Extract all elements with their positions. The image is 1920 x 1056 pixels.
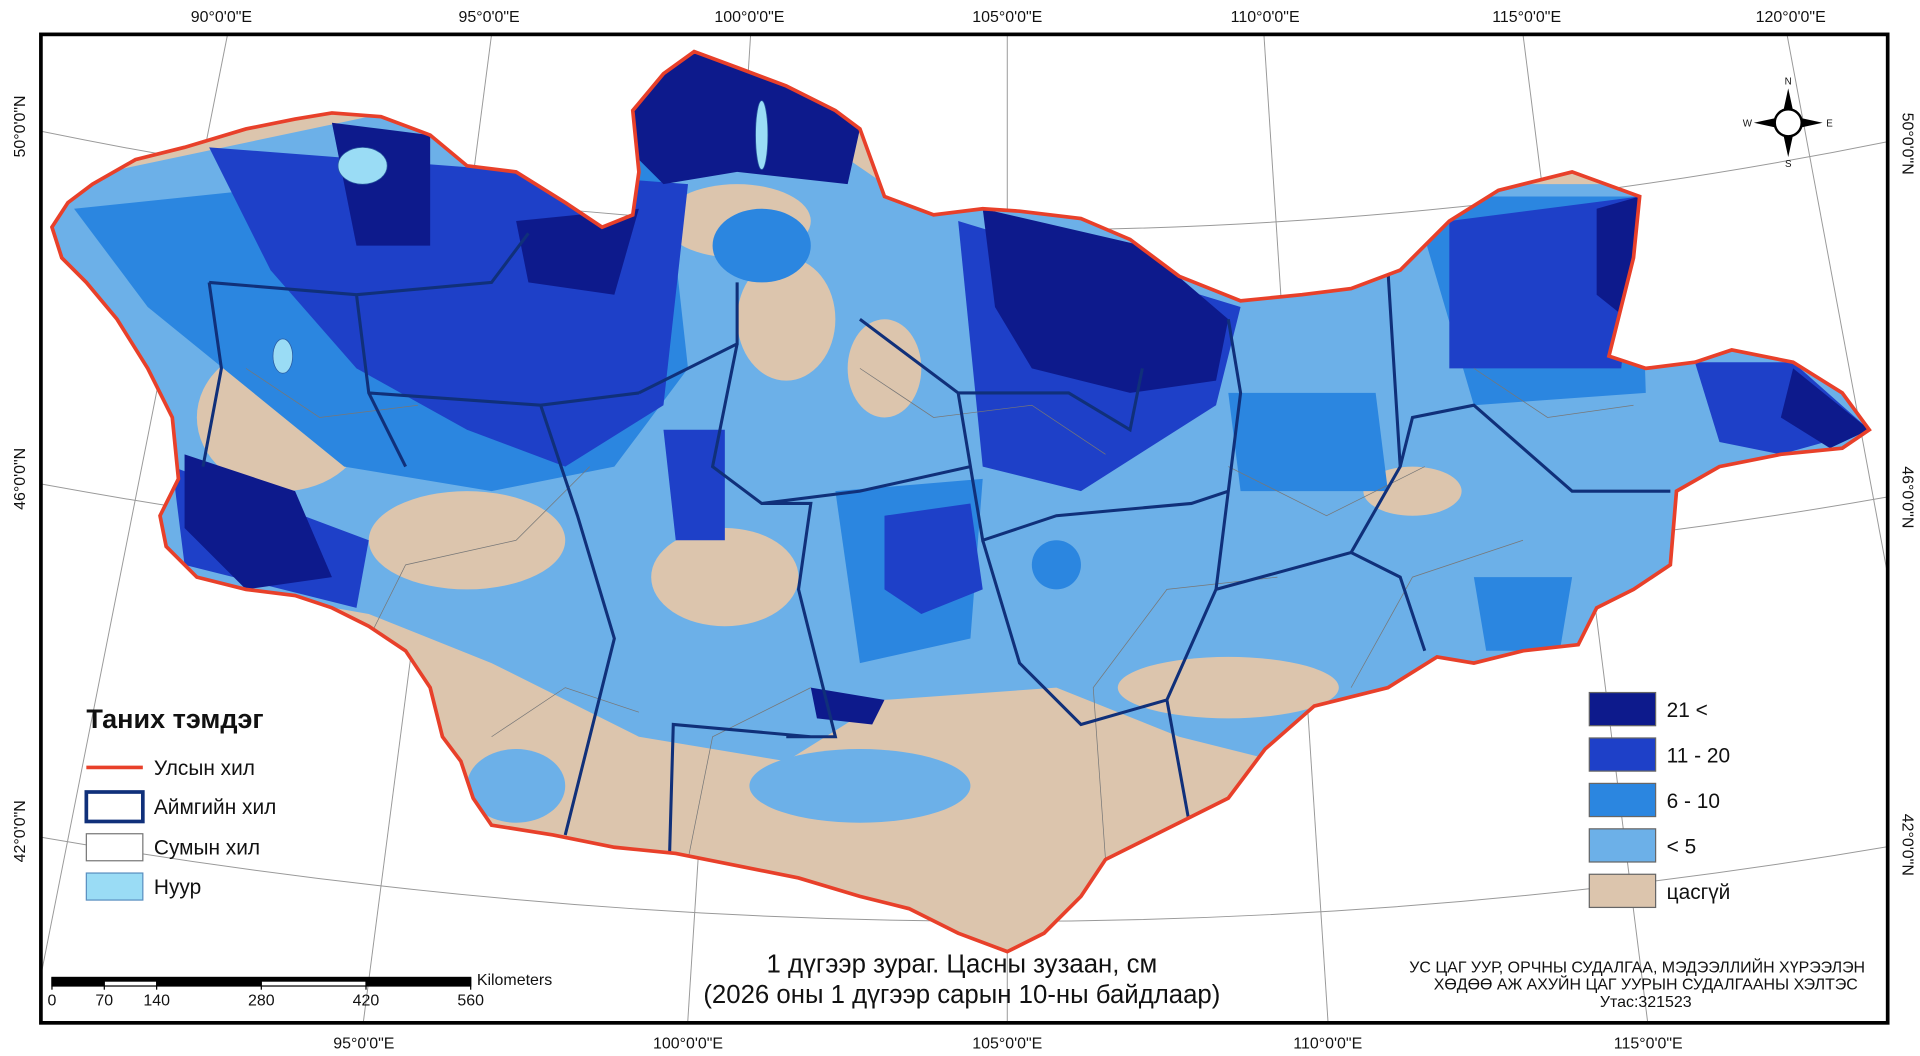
graticule-label: 120°0'0"E [1756, 9, 1826, 26]
graticule-label: 46°0'0"N [12, 448, 29, 510]
scale-bar-segment [261, 977, 366, 982]
graticule-label: 100°0'0"E [714, 9, 784, 26]
graticule-label: 110°0'0"E [1293, 1036, 1362, 1053]
credit: ХӨДӨӨ АЖ АХУЙН ЦАГ УУРЫН СУДАЛГААНЫ ХЭЛТ… [1434, 975, 1858, 994]
graticule-label: 42°0'0"N [1898, 814, 1915, 876]
class-label: 11 - 20 [1667, 745, 1730, 768]
graticule-label: 95°0'0"E [458, 9, 519, 26]
scale-bar-label: 280 [248, 993, 275, 1010]
scale-bar-label: 140 [143, 993, 170, 1010]
graticule-label: 95°0'0"E [333, 1036, 394, 1053]
compass-e: E [1826, 118, 1833, 129]
legend-title: Таних тэмдэг [86, 704, 263, 734]
class-swatch [1588, 782, 1657, 818]
legend-label: Нуур [154, 876, 201, 899]
scale-bar-segment [104, 977, 157, 982]
graticule-label: 115°0'0"E [1492, 9, 1561, 26]
scale-bar-label: 420 [353, 993, 380, 1010]
graticule-label: 100°0'0"E [653, 1036, 723, 1053]
meridian [1786, 34, 1888, 578]
compass-n: N [1785, 77, 1792, 88]
lake [337, 146, 388, 185]
graticule-label: 90°0'0"E [191, 9, 252, 26]
soum-borders [245, 368, 1634, 860]
legend-label: Аймгийн хил [154, 796, 276, 819]
compass-s: S [1785, 159, 1792, 170]
legend-swatch [85, 833, 144, 862]
legend-label: Сумын хил [154, 837, 260, 860]
class-label: < 5 [1667, 835, 1697, 858]
graticule-label: 110°0'0"E [1231, 9, 1300, 26]
scale-bar-label: 0 [48, 993, 57, 1010]
class-swatch [1588, 691, 1657, 727]
graticule-label: 50°0'0"N [12, 95, 29, 157]
graticule-label: 105°0'0"E [972, 1036, 1042, 1053]
aimag-borders [201, 232, 1671, 854]
compass-w: W [1743, 118, 1753, 129]
class-legend: 21 < 11 - 20 6 - 10 < 5 цасгүй [1588, 691, 1731, 909]
graticule-label: 42°0'0"N [12, 800, 29, 862]
scale-bar-label: 560 [457, 993, 484, 1010]
map-title: 1 дүгээр зураг. Цасны зузаан, см [766, 951, 1157, 979]
legend-swatch [85, 872, 144, 901]
compass: N S E W [1743, 77, 1833, 170]
class-swatch [1588, 828, 1657, 863]
graticule-labels: 90°0'0"E 95°0'0"E 100°0'0"E 105°0'0"E 110°0'… [12, 9, 1915, 1053]
graticule-label: 50°0'0"N [1898, 113, 1915, 175]
lake [272, 338, 294, 374]
class-label: 6 - 10 [1667, 790, 1720, 813]
class-label: цасгүй [1667, 881, 1731, 904]
credit: Утас:321523 [1600, 994, 1692, 1011]
scale-bar-label: 70 [95, 993, 113, 1010]
class-swatch [1588, 873, 1657, 909]
scale-bar-segment [51, 977, 105, 987]
graticule-label: 115°0'0"E [1614, 1036, 1683, 1053]
scale-bar: 0 70 140 280 420 560 Kilometers [48, 972, 553, 1010]
credit: УС ЦАГ УУР, ОРЧНЫ СУДАЛГАА, МЭДЭЭЛЛИЙН Х… [1409, 958, 1865, 977]
scale-bar-segment [156, 977, 262, 987]
scale-bar-unit: Kilometers [477, 972, 552, 989]
map-subtitle: (2026 оны 1 дүгээр сарын 10-ны байдлаар) [703, 981, 1220, 1009]
scale-bar-segment [366, 977, 471, 987]
class-label: 21 < [1667, 699, 1708, 722]
lake [755, 100, 769, 170]
legend: Таних тэмдэг Улсын хил Аймгийн хил Сумын… [84, 704, 276, 901]
legend-swatch [84, 790, 145, 824]
class-swatch [1588, 737, 1657, 772]
map-frame [39, 32, 1890, 1025]
legend-label: Улсын хил [154, 757, 255, 780]
graticule-label: 105°0'0"E [972, 9, 1042, 26]
graticule-label: 46°0'0"N [1898, 466, 1915, 528]
